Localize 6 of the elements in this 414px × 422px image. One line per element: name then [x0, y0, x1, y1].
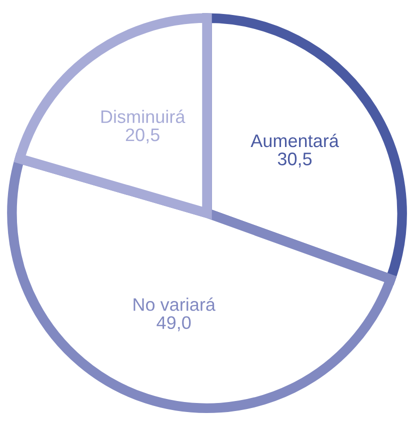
data-label: 49,0: [156, 316, 191, 332]
data-label: 20,5: [126, 128, 160, 144]
data-label: 30,5: [278, 152, 312, 168]
slice-label: Disminuirá: [101, 110, 186, 124]
slice-label: No variará: [134, 297, 216, 311]
slice-label: Aumentará: [250, 134, 339, 148]
